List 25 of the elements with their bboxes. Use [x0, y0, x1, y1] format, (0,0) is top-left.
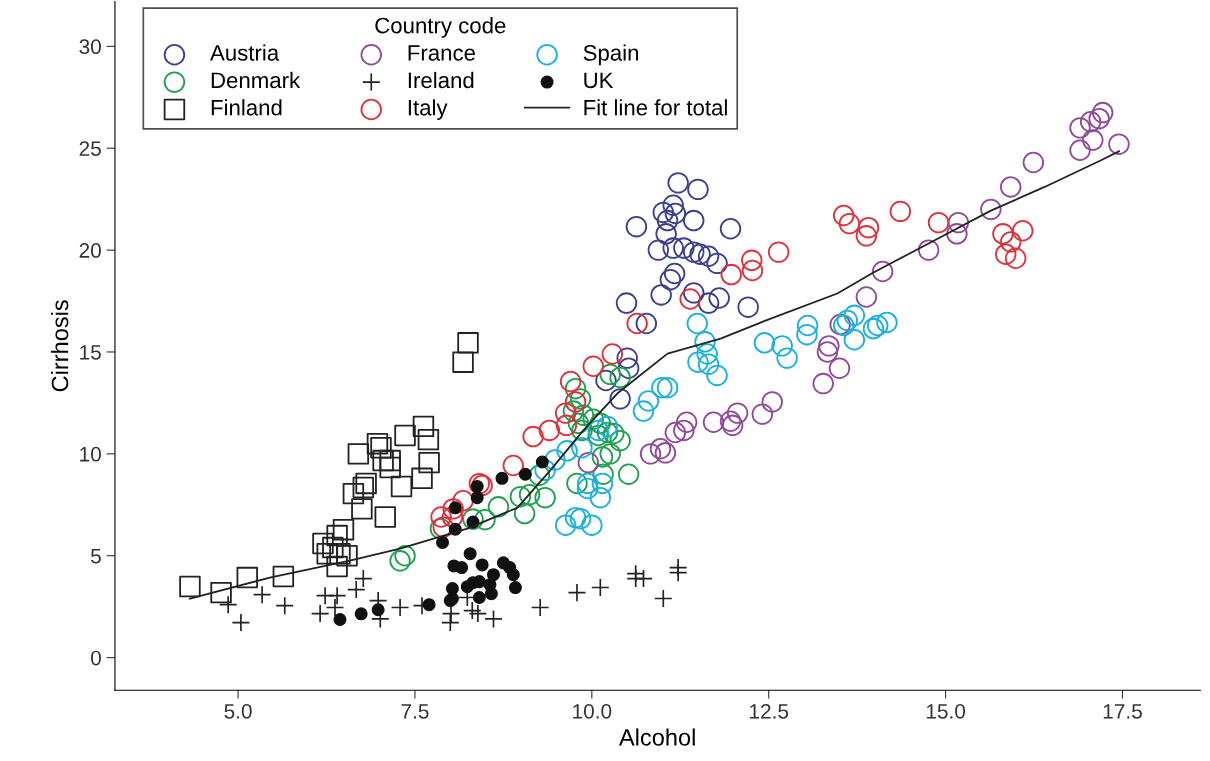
x-tick-label: 7.5 — [401, 704, 429, 719]
y-tick-label: 25 — [79, 141, 101, 156]
y-tick-label: 5 — [91, 548, 101, 564]
x-tick-label: 5.0 — [224, 703, 252, 719]
x-tick-label: 10.0 — [573, 703, 612, 719]
legend-title: Country code — [375, 17, 506, 38]
x-tick-label: 12.5 — [750, 703, 789, 719]
legend-label: Fit line for total — [584, 99, 727, 116]
legend-label: Spain — [583, 44, 639, 66]
legend-label: UK — [584, 72, 614, 89]
y-tick-label: 10 — [80, 446, 101, 462]
y-tick-label: 20 — [79, 243, 101, 258]
legend-label: Denmark — [211, 71, 301, 89]
y-tick-label: 30 — [79, 39, 101, 55]
legend-label: Austria — [210, 44, 280, 61]
y-tick-label: 0 — [90, 650, 101, 666]
legend-label: Finland — [211, 99, 282, 116]
legend-label: Ireland — [408, 71, 474, 89]
x-tick-label: 17.5 — [1103, 704, 1142, 719]
y-axis-title: Cirrhosis — [51, 300, 69, 392]
legend-label: Italy — [408, 99, 448, 120]
y-tick-label: 15 — [80, 345, 101, 360]
x-tick-label: 15.0 — [926, 703, 966, 719]
legend-label: France — [408, 45, 475, 61]
x-axis-title: Alcohol — [618, 728, 695, 746]
